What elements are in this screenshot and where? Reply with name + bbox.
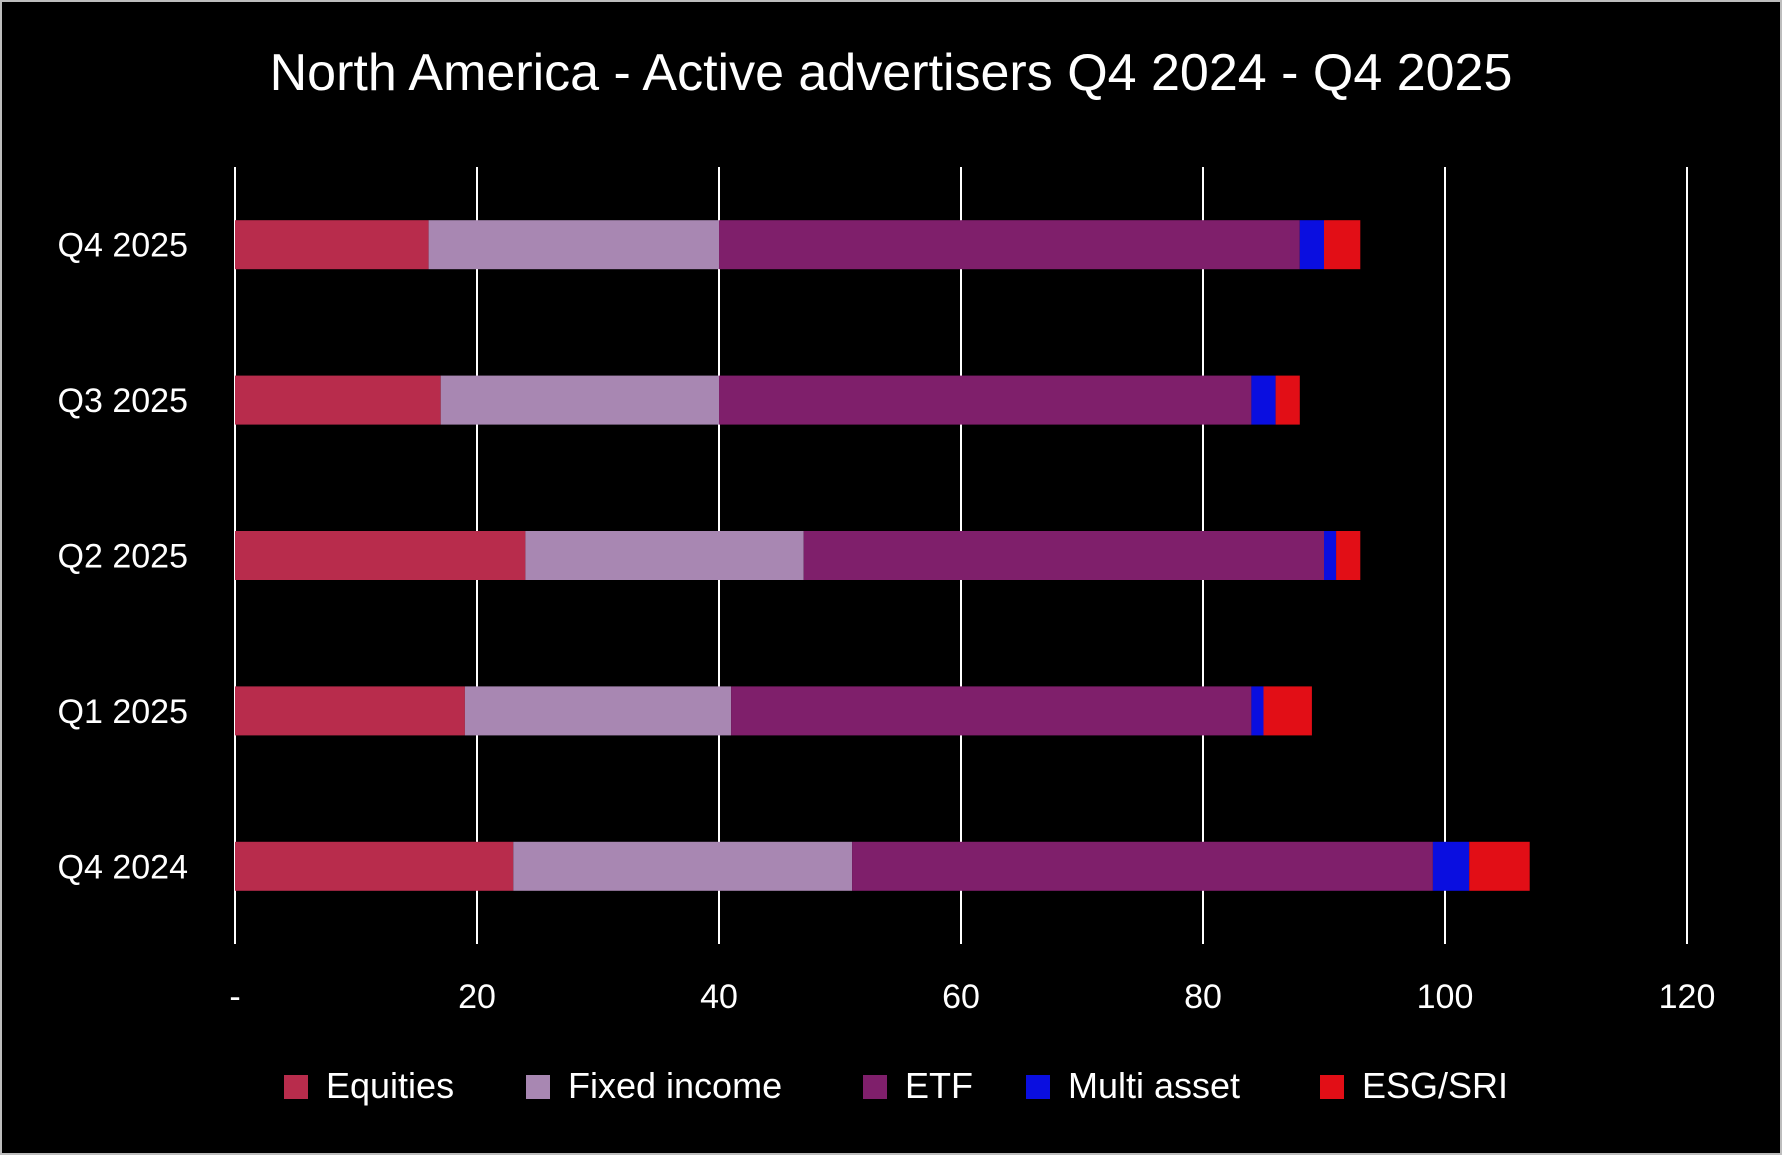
legend-swatch-equities bbox=[284, 1075, 308, 1099]
legend-label-multi-asset: Multi asset bbox=[1068, 1065, 1240, 1106]
bar-equities-q4-2025 bbox=[235, 220, 429, 270]
x-tick-label: 60 bbox=[942, 978, 980, 1016]
legend-item-etf: ETF bbox=[863, 1065, 973, 1106]
legend-item-multi-asset: Multi asset bbox=[1026, 1065, 1240, 1106]
legend-label-equities: Equities bbox=[326, 1065, 454, 1106]
x-tick-label: 120 bbox=[1659, 978, 1716, 1016]
legend: Equities Fixed income ETF Multi asset ESG/SR… bbox=[284, 1065, 1508, 1106]
category-label-q4-2024: Q4 2024 bbox=[58, 848, 188, 886]
bar-multi-asset-q1-2025 bbox=[1251, 686, 1264, 736]
bar-fixed-income-q2-2025 bbox=[525, 531, 804, 580]
legend-swatch-multi-asset bbox=[1026, 1075, 1050, 1099]
bar-multi-asset-q2-2025 bbox=[1324, 531, 1337, 580]
bar-equities-q4-2024 bbox=[235, 841, 514, 891]
bars bbox=[235, 220, 1530, 891]
x-tick-label: - bbox=[229, 978, 240, 1016]
category-label-q4-2025: Q4 2025 bbox=[58, 227, 188, 265]
bar-fixed-income-q1-2025 bbox=[464, 686, 732, 736]
value-axis: - 20 40 60 80 100 120 bbox=[229, 978, 1715, 1016]
bar-etf-q3-2025 bbox=[719, 375, 1252, 425]
legend-label-etf: ETF bbox=[905, 1065, 973, 1106]
legend-item-esg-sri: ESG/SRI bbox=[1320, 1065, 1508, 1106]
bar-etf-q4-2025 bbox=[719, 220, 1300, 270]
bar-esg-sri-q4-2025 bbox=[1324, 220, 1361, 270]
legend-item-equities: Equities bbox=[284, 1065, 454, 1106]
bar-fixed-income-q4-2025 bbox=[428, 220, 719, 270]
legend-label-fixed-income: Fixed income bbox=[568, 1065, 782, 1106]
x-tick-label: 100 bbox=[1417, 978, 1474, 1016]
bar-equities-q2-2025 bbox=[235, 531, 526, 580]
category-label-q3-2025: Q3 2025 bbox=[58, 382, 188, 420]
bar-etf-q2-2025 bbox=[803, 531, 1324, 580]
chart-title: North America - Active advertisers Q4 20… bbox=[270, 44, 1513, 102]
bar-esg-sri-q3-2025 bbox=[1275, 375, 1300, 425]
category-label-q2-2025: Q2 2025 bbox=[58, 538, 188, 576]
x-tick-label: 80 bbox=[1184, 978, 1222, 1016]
bar-esg-sri-q1-2025 bbox=[1263, 686, 1312, 736]
bar-fixed-income-q4-2024 bbox=[513, 841, 853, 891]
x-tick-label: 20 bbox=[458, 978, 496, 1016]
bar-equities-q3-2025 bbox=[235, 375, 441, 425]
legend-swatch-esg-sri bbox=[1320, 1075, 1344, 1099]
bar-multi-asset-q3-2025 bbox=[1251, 375, 1276, 425]
bar-etf-q1-2025 bbox=[731, 686, 1252, 736]
category-axis: Q4 2025 Q3 2025 Q2 2025 Q1 2025 Q4 2024 bbox=[58, 227, 188, 887]
legend-swatch-fixed-income bbox=[526, 1075, 550, 1099]
bar-etf-q4-2024 bbox=[852, 841, 1433, 891]
bar-esg-sri-q2-2025 bbox=[1336, 531, 1361, 580]
bar-multi-asset-q4-2024 bbox=[1432, 841, 1470, 891]
legend-swatch-etf bbox=[863, 1075, 887, 1099]
bar-fixed-income-q3-2025 bbox=[440, 375, 719, 425]
bar-equities-q1-2025 bbox=[235, 686, 465, 736]
bar-esg-sri-q4-2024 bbox=[1469, 841, 1530, 891]
bar-multi-asset-q4-2025 bbox=[1299, 220, 1324, 270]
legend-label-esg-sri: ESG/SRI bbox=[1362, 1065, 1508, 1106]
x-tick-label: 40 bbox=[700, 978, 738, 1016]
legend-item-fixed-income: Fixed income bbox=[526, 1065, 782, 1106]
category-label-q1-2025: Q1 2025 bbox=[58, 693, 188, 731]
